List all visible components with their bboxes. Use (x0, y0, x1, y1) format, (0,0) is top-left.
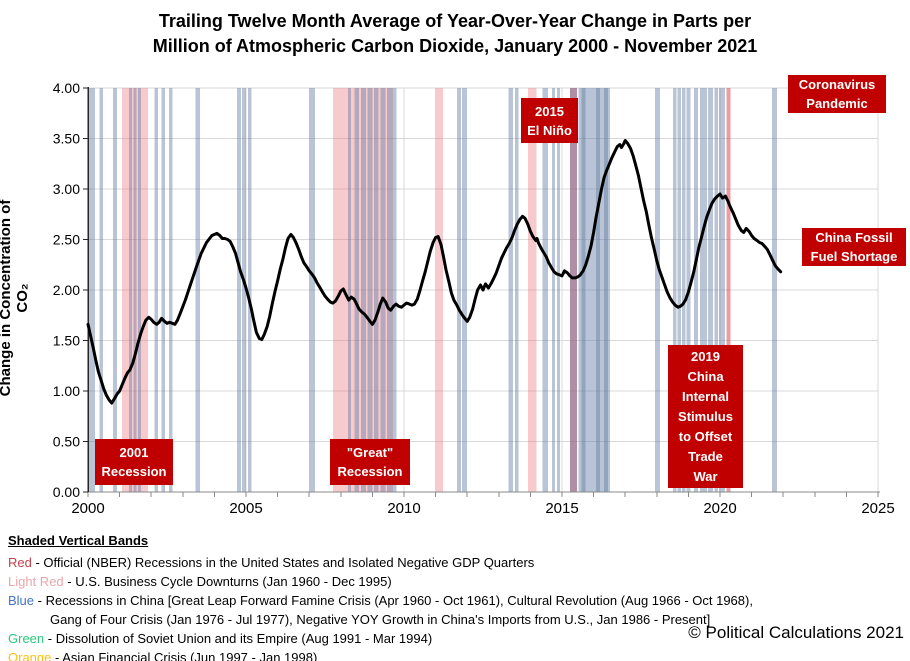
legend-color-word-green: Green (8, 631, 45, 646)
svg-text:2.00: 2.00 (53, 282, 80, 298)
annotation-2001-recession: 2001 Recession (95, 439, 173, 485)
legend-row-red: Red - Official (NBER) Recessions in the … (8, 555, 535, 570)
legend-row-orange: Orange - Asian Financial Crisis (Jun 199… (8, 648, 753, 661)
annotation-coronavirus-pandemic: Coronavirus Pandemic (788, 75, 886, 113)
svg-text:2015: 2015 (545, 500, 578, 517)
svg-text:2005: 2005 (229, 500, 262, 517)
annotation-2019-china-stimulus: 2019 China Internal Stimulus to Offset T… (668, 345, 743, 488)
svg-text:2010: 2010 (387, 500, 420, 517)
annotation-2015-el-nino: 2015 El Niño (521, 98, 578, 143)
chart-title-line1: Trailing Twelve Month Average of Year-Ov… (158, 11, 752, 31)
annotation-great-recession: "Great" Recession (330, 439, 410, 485)
shaded-bands-legend: Shaded Vertical Bands Red - Official (NB… (8, 532, 753, 661)
svg-text:2020: 2020 (703, 500, 736, 517)
legend-color-word-orange: Orange (8, 650, 52, 661)
y-axis-title: Change in Concentration of CO₂ (0, 199, 31, 397)
legend-row-blue-continued: Gang of Four Crisis (Jan 1976 - Jul 1977… (50, 612, 711, 627)
chart-title: Trailing Twelve Month Average of Year-Ov… (0, 9, 910, 59)
svg-text:4.00: 4.00 (53, 80, 80, 96)
legend-heading: Shaded Vertical Bands (8, 533, 149, 548)
svg-text:1.00: 1.00 (53, 383, 80, 399)
svg-text:2000: 2000 (71, 500, 104, 517)
legend-color-word-red: Red (8, 555, 32, 570)
copyright-notice: © Political Calculations 2021 (688, 623, 904, 642)
svg-text:2.50: 2.50 (53, 232, 80, 248)
legend-row-light-red: Light Red - U.S. Business Cycle Downturn… (8, 574, 392, 589)
svg-text:0.00: 0.00 (53, 484, 80, 500)
svg-text:0.50: 0.50 (53, 434, 80, 450)
svg-text:1.50: 1.50 (53, 333, 80, 349)
svg-text:3.50: 3.50 (53, 131, 80, 147)
legend-color-word-light-red: Light Red (8, 574, 64, 589)
chart-title-line2: Million of Atmospheric Carbon Dioxide, J… (152, 36, 758, 56)
svg-text:2025: 2025 (861, 500, 894, 517)
legend-row-green: Green - Dissolution of Soviet Union and … (8, 631, 433, 646)
annotation-china-fuel-shortage: China Fossil Fuel Shortage (802, 228, 906, 266)
svg-text:3.00: 3.00 (53, 181, 80, 197)
legend-color-word-blue: Blue (8, 593, 35, 608)
legend-row-blue: Blue - Recessions in China [Great Leap F… (8, 593, 753, 608)
